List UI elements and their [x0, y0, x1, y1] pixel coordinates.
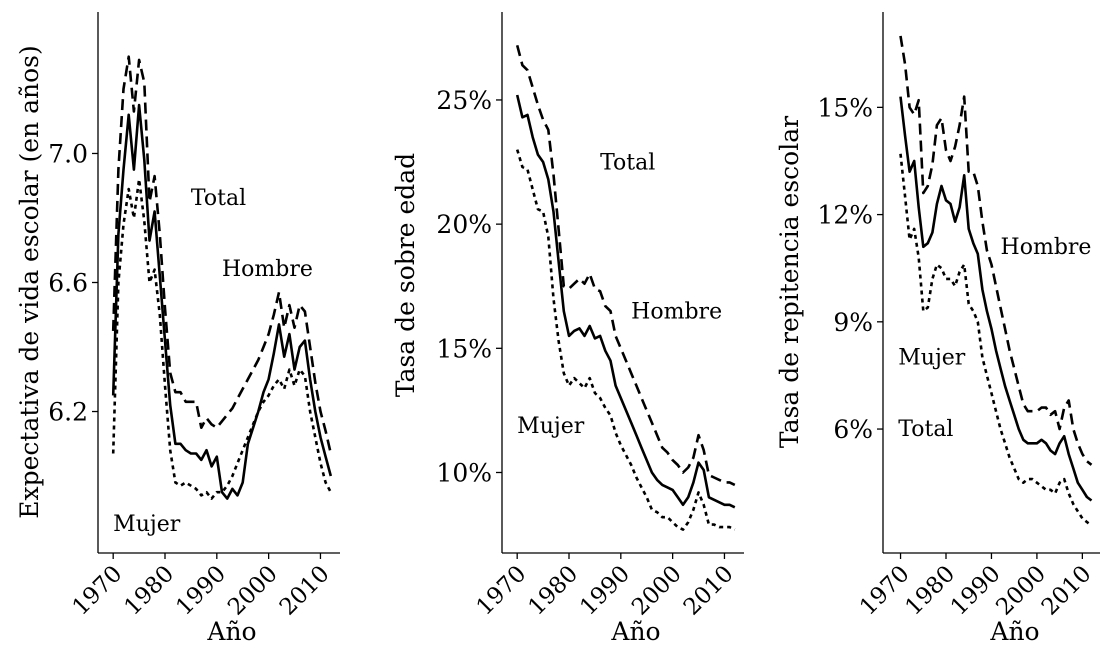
series-lines	[111, 55, 333, 500]
series-line-mujer	[515, 149, 736, 531]
annotation-hombre: Hombre	[631, 300, 722, 325]
series-line-total	[899, 96, 1093, 502]
y-axis-ticks: 6% 9% 12% 15%	[817, 93, 883, 444]
annotation-total: Total	[898, 417, 953, 442]
y-tick-label: 15%	[817, 93, 873, 122]
y-tick-label: 15%	[436, 334, 492, 363]
series-line-mujer	[111, 178, 332, 500]
x-tick-label: 2010	[275, 561, 335, 621]
x-tick-label: 1970	[855, 561, 915, 621]
x-tick-label: 1970	[472, 561, 532, 621]
series-line-hombre	[111, 55, 333, 454]
x-tick-label: 1980	[523, 561, 583, 621]
y-axis-ticks: 6.2 6.6 7.0	[48, 139, 98, 427]
x-tick-label: 1970	[68, 561, 128, 621]
x-tick-label: 2000	[223, 561, 283, 621]
x-axis-title: Año	[610, 617, 660, 646]
y-tick-label: 7.0	[48, 139, 88, 168]
x-tick-label: 1980	[119, 561, 179, 621]
y-tick-label: 6%	[833, 415, 873, 444]
series-annotations: Total Hombre Mujer	[517, 150, 722, 438]
y-axis-ticks: 10% 15% 20% 25%	[436, 86, 502, 487]
x-tick-label: 1990	[171, 561, 231, 621]
y-tick-label: 12%	[817, 201, 873, 230]
y-axis-title: Tasa de sobre edad	[391, 153, 420, 397]
series-lines	[899, 35, 1093, 527]
y-axis-title: Expectativa de vida escolar (en años)	[15, 45, 44, 519]
series-line-hombre	[899, 35, 1093, 466]
annotation-total: Total	[600, 150, 655, 175]
y-axis-title: Tasa de repitencia escolar	[775, 116, 804, 448]
series-lines	[515, 44, 736, 531]
x-tick-label: 1990	[946, 561, 1006, 621]
series-annotations: Hombre Mujer Total	[898, 235, 1091, 442]
x-tick-label: 2000	[991, 561, 1051, 621]
x-axis-title: Año	[989, 617, 1039, 646]
x-tick-label: 1990	[575, 561, 635, 621]
series-line-total	[515, 94, 736, 509]
annotation-total: Total	[191, 186, 246, 211]
annotation-hombre: Hombre	[222, 257, 313, 282]
series-annotations: Total Hombre Mujer	[113, 186, 313, 537]
x-axis-title: Año	[206, 617, 256, 646]
x-tick-label: 2010	[679, 561, 739, 621]
x-tick-label: 2010	[1037, 561, 1097, 621]
x-tick-label: 2000	[627, 561, 687, 621]
series-line-mujer	[899, 153, 1093, 527]
y-tick-label: 6.6	[48, 269, 88, 298]
series-line-total	[111, 103, 333, 500]
annotation-mujer: Mujer	[517, 414, 585, 439]
x-tick-label: 1980	[900, 561, 960, 621]
annotation-hombre: Hombre	[1001, 235, 1092, 260]
y-tick-label: 6.2	[48, 398, 88, 427]
y-tick-label: 9%	[833, 308, 873, 337]
y-tick-label: 10%	[436, 458, 492, 487]
annotation-mujer: Mujer	[898, 346, 966, 371]
series-line-hombre	[515, 44, 736, 487]
y-tick-label: 25%	[436, 86, 492, 115]
annotation-mujer: Mujer	[113, 512, 181, 537]
y-tick-label: 20%	[436, 210, 492, 239]
